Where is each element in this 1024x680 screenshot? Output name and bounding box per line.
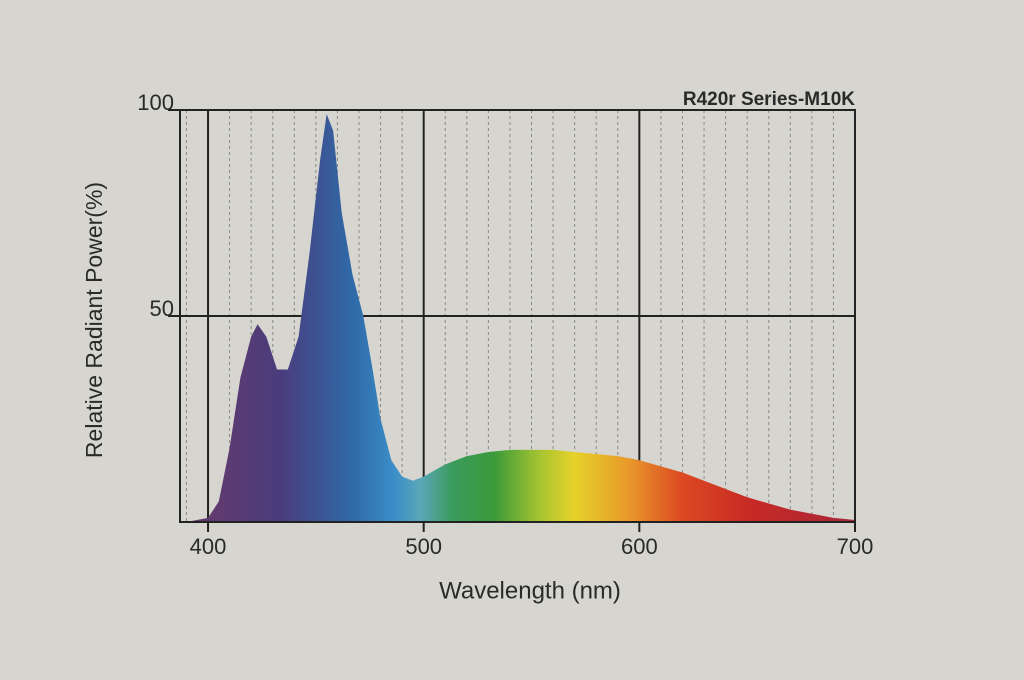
ticks: 400 500 600 700 50 100: [137, 90, 873, 559]
grid: [168, 109, 856, 532]
y-tick-label: 100: [137, 90, 174, 115]
x-tick-label: 700: [837, 534, 874, 559]
y-tick-label: 50: [150, 296, 174, 321]
area-layer: [186, 114, 855, 523]
y-axis-label: Relative Radiant Power(%): [81, 182, 107, 458]
spectrum-area: [186, 114, 855, 523]
x-tick-label: 400: [190, 534, 227, 559]
chart-title: R420r Series-M10K: [683, 89, 855, 110]
x-axis-label: Wavelength (nm): [439, 577, 621, 604]
x-tick-label: 600: [621, 534, 658, 559]
plot-frame: [179, 109, 856, 523]
x-tick-label: 500: [405, 534, 442, 559]
